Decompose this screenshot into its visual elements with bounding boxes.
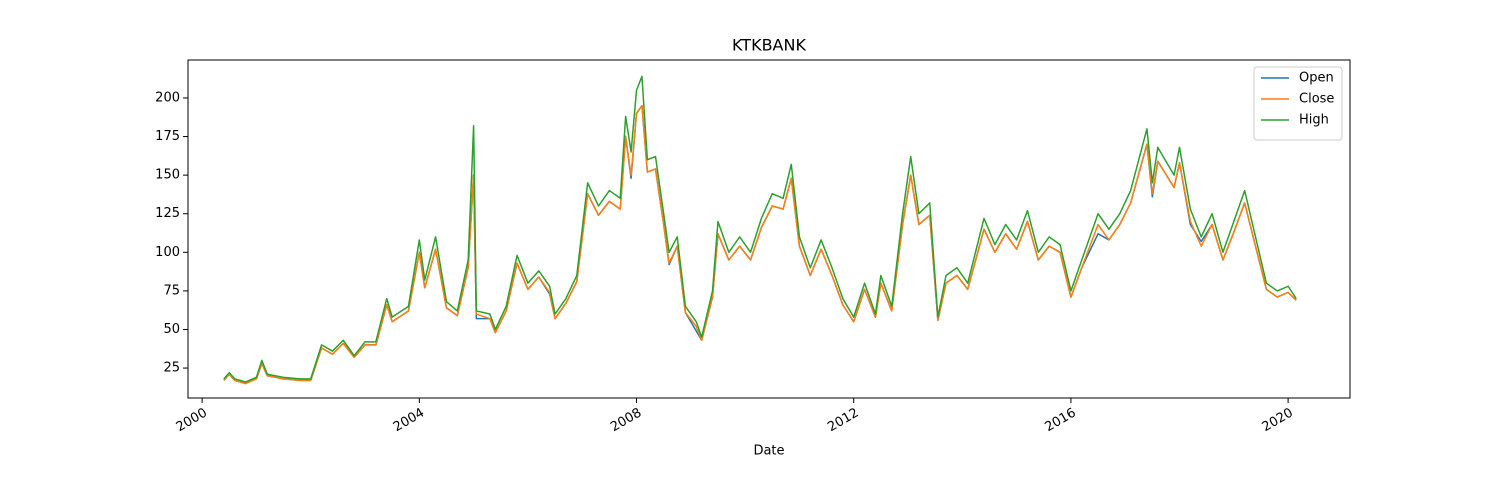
x-tick-label: 2012 [825,406,861,436]
y-tick-label: 50 [163,322,180,337]
y-tick-label: 175 [155,129,180,144]
series-line [223,104,1297,385]
x-axis-label: Date [753,444,784,459]
y-tick-label: 25 [163,361,180,376]
x-tick-label: 2000 [174,406,210,436]
series-line [223,104,1297,385]
y-tick-label: 125 [155,206,180,221]
chart-title: KTKBANK [732,36,806,55]
x-tick-label: 2008 [608,406,644,436]
y-tick-label: 75 [163,283,180,298]
plot-frame [187,59,1351,399]
y-tick-label: 150 [155,168,180,183]
legend-label: Open [1299,71,1334,86]
legend-frame [1253,66,1343,141]
x-tick-label: 2020 [1260,406,1296,436]
legend-label: Close [1299,92,1334,107]
x-tick-label: 2004 [391,406,427,436]
y-tick-label: 200 [155,90,180,105]
legend-label: High [1299,113,1329,128]
x-tick-label: 2016 [1042,406,1078,436]
y-tick-label: 100 [155,245,180,260]
legend: Open Close High [1253,66,1343,141]
series-line [223,75,1297,383]
